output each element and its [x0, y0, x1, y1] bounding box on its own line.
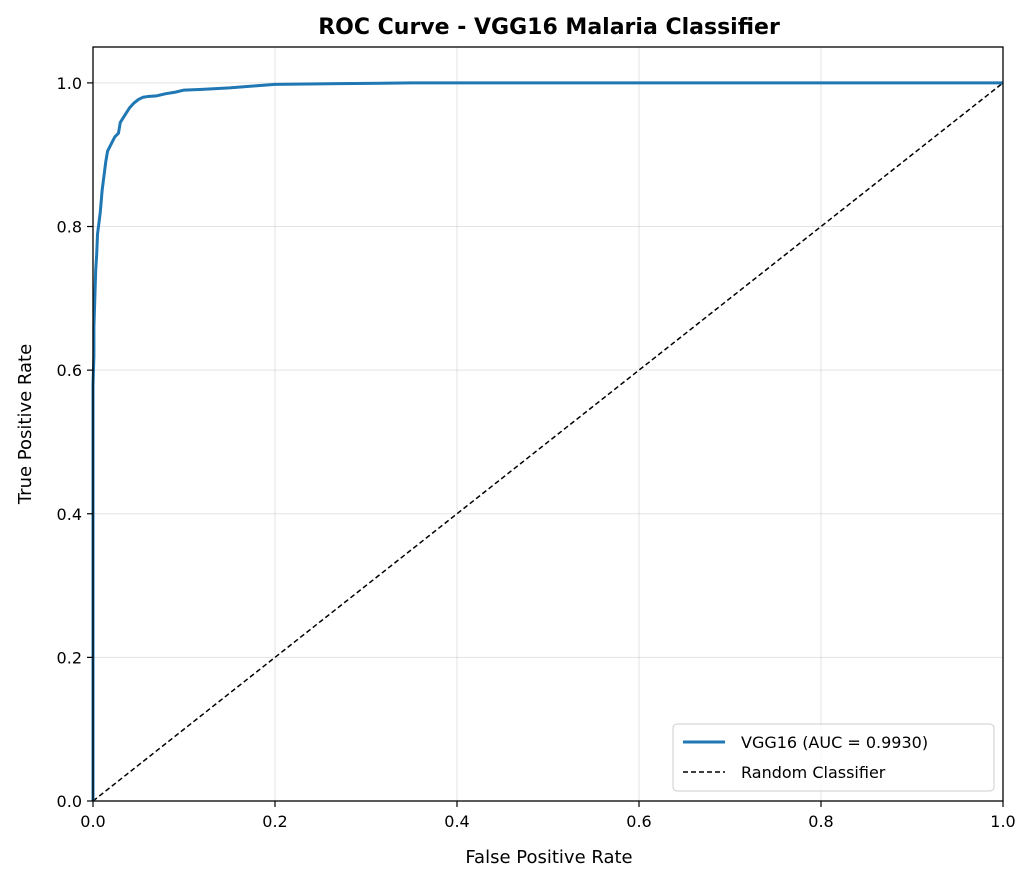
- x-tick-label: 0.4: [444, 812, 469, 831]
- legend-box: [672, 723, 995, 792]
- y-tick-label: 0.6: [57, 361, 82, 380]
- x-axis-label: False Positive Rate: [465, 847, 632, 868]
- y-tick-label: 0.4: [57, 505, 82, 524]
- y-tick-label: 0.0: [57, 792, 82, 811]
- y-axis-label: True Positive Rate: [15, 344, 36, 505]
- plot-frame: [92, 46, 1004, 802]
- random-classifier-line: [92, 82, 1004, 802]
- series-layer: [91, 81, 1004, 802]
- x-axis-ticks: 0.0 0.2 0.4 0.6 0.8 1.0: [80, 801, 1016, 831]
- y-axis-ticks: 0.0 0.2 0.4 0.6 0.8 1.0: [57, 74, 93, 811]
- x-tick-label: 0.2: [262, 812, 287, 831]
- legend-label-vgg16: VGG16 (AUC = 0.9930): [741, 733, 928, 752]
- legend-label-random: Random Classifier: [741, 763, 886, 782]
- y-tick-label: 1.0: [57, 74, 82, 93]
- chart-title: ROC Curve - VGG16 Malaria Classifier: [318, 15, 780, 40]
- x-tick-label: 1.0: [990, 812, 1015, 831]
- vgg16-roc-line: [91, 81, 1003, 801]
- x-tick-label: 0.6: [626, 812, 651, 831]
- y-tick-label: 0.8: [57, 218, 82, 237]
- y-tick-label: 0.2: [57, 648, 82, 667]
- x-tick-label: 0.8: [808, 812, 833, 831]
- legend: VGG16 (AUC = 0.9930) Random Classifier: [672, 723, 995, 792]
- grid: [92, 47, 1004, 802]
- x-tick-label: 0.0: [80, 812, 105, 831]
